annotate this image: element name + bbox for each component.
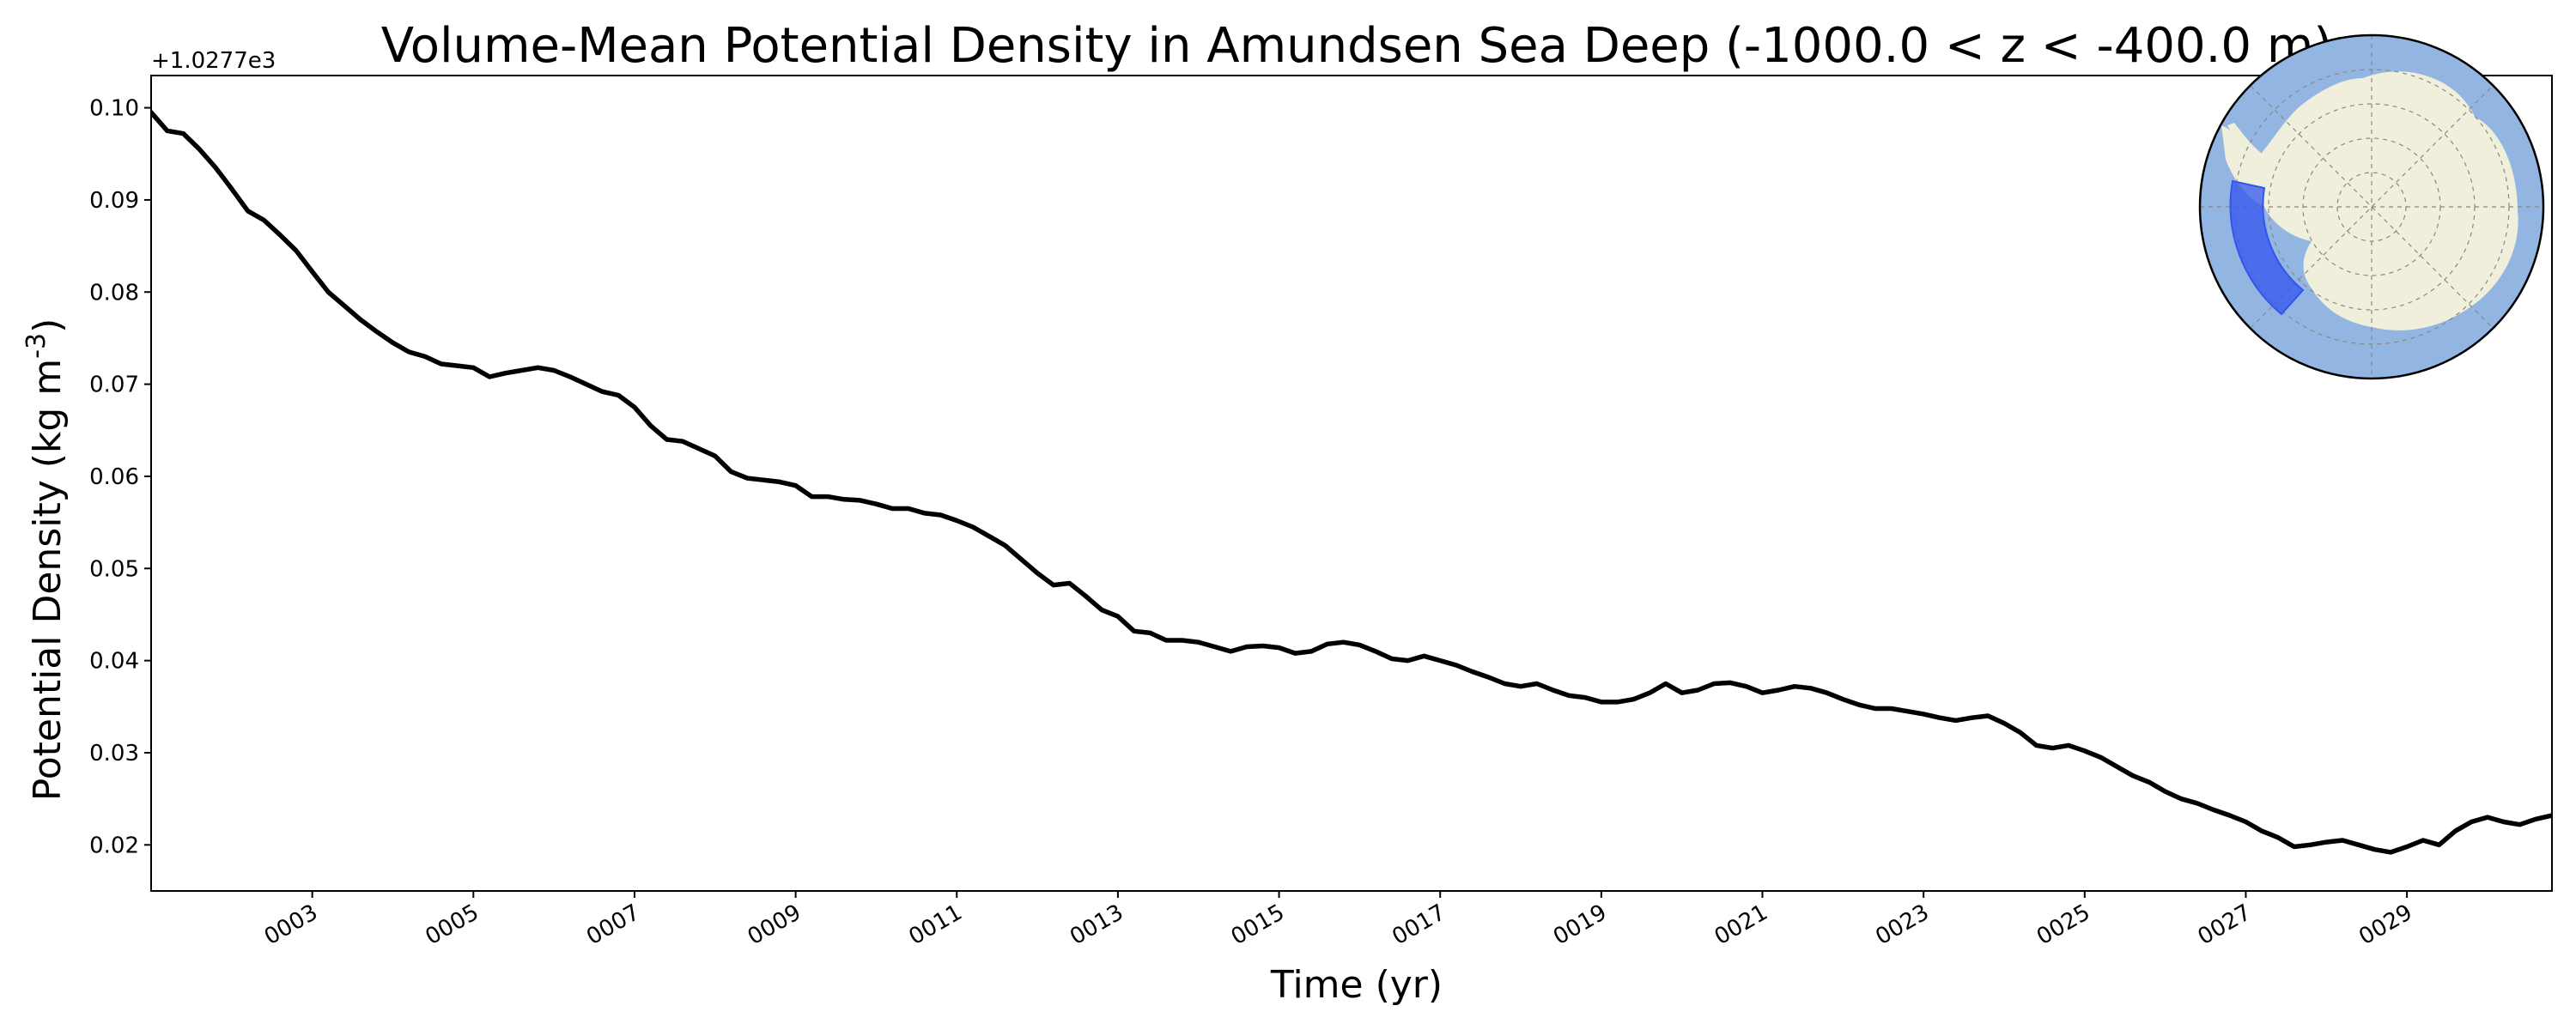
axes-frame bbox=[150, 75, 2553, 892]
y-tick-label: 0.04 bbox=[89, 649, 139, 675]
y-tick-label: 0.03 bbox=[89, 741, 139, 766]
y-tick-label: 0.08 bbox=[89, 280, 139, 306]
chart-title: Volume-Mean Potential Density in Amundse… bbox=[381, 18, 2333, 74]
y-tick-label: 0.10 bbox=[89, 96, 139, 122]
map-antarctica-landmass bbox=[2221, 71, 2518, 330]
y-tick-label: 0.09 bbox=[89, 188, 139, 214]
inset-map bbox=[2198, 33, 2545, 380]
y-axis-label-superscript: -3 bbox=[21, 333, 52, 359]
map-border bbox=[2198, 33, 2545, 380]
y-tick-label: 0.05 bbox=[89, 556, 139, 582]
y-tick-label: 0.06 bbox=[89, 464, 139, 490]
series-line-0 bbox=[151, 110, 2552, 855]
y-offset-label: +1.0277e3 bbox=[151, 48, 276, 74]
x-axis-label: Time (yr) bbox=[1270, 963, 1443, 1007]
map-peninsula bbox=[2227, 123, 2262, 160]
y-tick-label: 0.07 bbox=[89, 373, 139, 398]
y-axis-label: Potential Density (kg m-3) bbox=[21, 318, 70, 802]
y-tick-label: 0.02 bbox=[89, 833, 139, 858]
map-amundsen-sea-region bbox=[2229, 179, 2305, 316]
